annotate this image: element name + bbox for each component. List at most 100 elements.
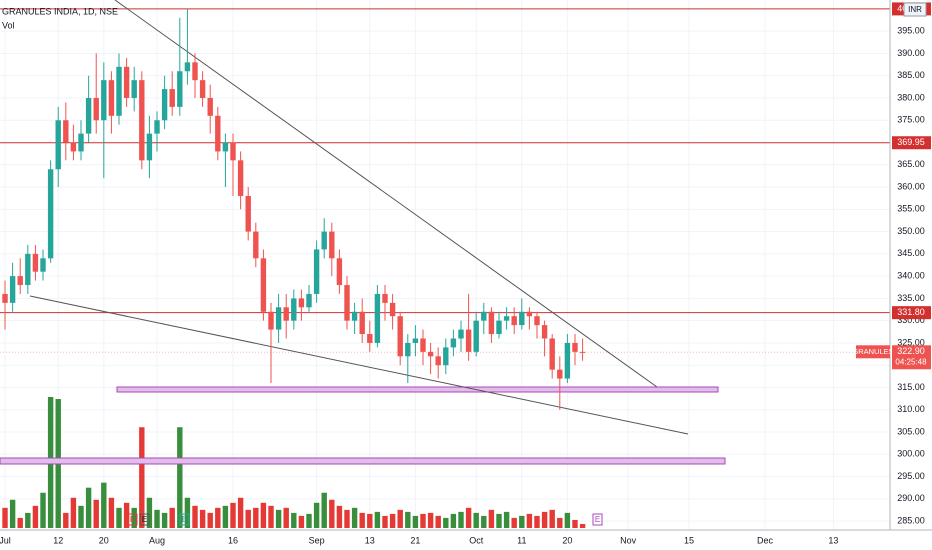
volume-bar [511, 517, 517, 528]
volume-bar [139, 427, 145, 528]
candle-body [473, 320, 479, 352]
candle-body [443, 347, 449, 366]
candle-body [306, 293, 312, 308]
volume-bar [405, 511, 411, 528]
candle-body [215, 115, 221, 152]
volume-bar [458, 511, 464, 528]
y-tick-label: 325.00 [897, 337, 925, 347]
volume-bar [85, 487, 92, 528]
volume-bar [564, 512, 571, 528]
candle-body [526, 311, 533, 317]
candle-body [374, 293, 381, 343]
y-tick-label: 285.00 [897, 515, 925, 525]
volume-bar [215, 507, 221, 528]
candle-body [2, 293, 8, 303]
candle-body [359, 311, 365, 335]
candle-body [496, 320, 502, 335]
volume-bar [93, 499, 99, 528]
x-tick-label: 11 [517, 535, 526, 545]
earnings-markers: E E E E [127, 513, 603, 526]
candles-layer [2, 8, 586, 410]
candle-body [465, 329, 472, 352]
volume-bar [572, 519, 578, 528]
volume-bar [184, 497, 191, 528]
candle-body [154, 120, 160, 134]
currency-label: INR [908, 5, 922, 14]
volume-bar [382, 515, 388, 528]
volume-bar [541, 511, 548, 528]
candle-body [260, 258, 267, 312]
candle-body [237, 160, 244, 196]
volume-bar [154, 509, 160, 528]
volume-bar [443, 517, 449, 528]
support-zone [0, 457, 726, 465]
level-label: 369.95 [897, 137, 925, 147]
volume-bar [131, 507, 137, 528]
volume-bar [199, 509, 206, 528]
volume-bar [253, 507, 259, 528]
y-tick-label: 335.00 [897, 293, 925, 303]
candle-body [549, 338, 555, 370]
candle-body [458, 329, 464, 339]
volume-bar [359, 512, 365, 528]
candle-body [32, 253, 39, 272]
candle-body [503, 316, 510, 321]
trend-line [29, 295, 689, 435]
volume-label: Vol [2, 20, 15, 30]
candle-body [9, 276, 16, 303]
candle-body [25, 253, 31, 286]
y-tick-label: 305.00 [897, 426, 925, 436]
x-tick-label: 12 [53, 535, 63, 545]
candle-body [222, 142, 229, 152]
volume-bar [427, 512, 434, 528]
candle-body [541, 325, 548, 339]
candle-body [275, 307, 282, 330]
level-badge [892, 136, 931, 150]
volume-bar [329, 499, 335, 528]
candle-body [336, 258, 343, 286]
candle-body [511, 316, 517, 326]
candle-body [389, 302, 396, 317]
candle-body [298, 298, 305, 308]
volume-bar [192, 505, 198, 528]
candle-body [572, 342, 578, 352]
y-tick-label: 315.00 [897, 382, 925, 392]
volume-bar [283, 507, 289, 528]
volume-bar [481, 515, 487, 528]
volume-bar [177, 427, 183, 528]
volume-bar [412, 515, 419, 528]
earnings-marker: E [595, 515, 600, 524]
volume-bar [549, 509, 555, 528]
candle-body [283, 307, 289, 321]
volume-bar [40, 492, 46, 528]
candle-body [47, 169, 54, 259]
candle-body [412, 338, 419, 343]
x-tick-label: Sep [309, 535, 325, 545]
earnings-box [139, 513, 150, 526]
volume-bar [161, 512, 168, 528]
volume-bar [473, 512, 479, 528]
candle-body [253, 231, 259, 259]
candle-body [70, 142, 77, 152]
x-tick-label: Jul [0, 535, 11, 545]
volume-bar [25, 512, 31, 528]
earnings-marker: E [182, 515, 187, 524]
candle-body [382, 293, 388, 303]
candle-body [40, 258, 46, 272]
volume-bar [351, 507, 358, 528]
volume-bar [534, 515, 540, 528]
symbol-badge [856, 345, 890, 359]
countdown-label: 04:25:48 [895, 357, 927, 366]
y-tick-label: 345.00 [897, 248, 925, 258]
x-tick-label: 13 [828, 535, 838, 545]
volume-bar [2, 507, 8, 528]
candle-body [534, 316, 540, 326]
x-tick-label: 13 [365, 535, 375, 545]
candle-body [367, 334, 373, 343]
volume-bar [275, 509, 282, 528]
candle-body [85, 97, 92, 134]
support-zone [116, 386, 719, 393]
candle-body [329, 231, 335, 259]
volume-bar [488, 509, 495, 528]
